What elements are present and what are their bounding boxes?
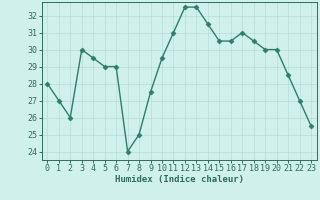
- X-axis label: Humidex (Indice chaleur): Humidex (Indice chaleur): [115, 175, 244, 184]
